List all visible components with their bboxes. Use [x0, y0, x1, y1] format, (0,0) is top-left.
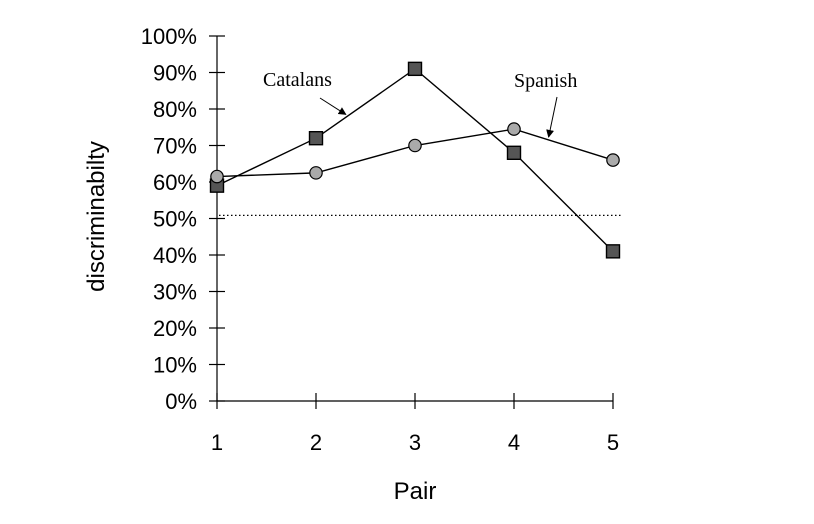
annotation-arrow-catalans — [319, 97, 347, 115]
data-point-spanish — [408, 138, 422, 153]
data-point-catalans — [407, 61, 423, 77]
annotation-catalans: Catalans — [263, 69, 332, 91]
y-tick-label: 80% — [153, 97, 197, 122]
y-tick-label: 100% — [141, 24, 197, 49]
y-tick-label: 40% — [153, 243, 197, 268]
y-tick-label: 60% — [153, 170, 197, 195]
annotation-arrow-spanish — [546, 96, 558, 138]
x-tick-label: 4 — [508, 430, 520, 455]
y-tick-label: 50% — [153, 207, 197, 232]
x-axis-title: Pair — [394, 478, 437, 505]
data-point-spanish — [210, 169, 224, 184]
series-line-spanish — [216, 128, 614, 178]
data-point-catalans — [308, 130, 324, 146]
y-tick-label: 20% — [153, 316, 197, 341]
annotation-spanish: Spanish — [514, 70, 577, 92]
y-tick-label: 0% — [165, 389, 197, 414]
y-tick-label: 90% — [153, 61, 197, 86]
y-tick-label: 10% — [153, 353, 197, 378]
x-tick-label: 2 — [310, 430, 322, 455]
series-markers-layer — [209, 61, 621, 259]
data-point-catalans — [605, 244, 621, 259]
data-point-spanish — [507, 122, 521, 136]
axes-layer: 0% 10% 20% 30% 40% 50% 60% 70% 80% 90% 100% 1 2 3 4 5 — [141, 24, 619, 455]
x-tick-label: 3 — [409, 430, 421, 455]
data-point-catalans — [506, 145, 522, 161]
y-tick-label: 70% — [153, 134, 197, 159]
x-tick-label: 5 — [607, 430, 619, 455]
y-axis-title: discriminabilty — [83, 141, 110, 292]
x-tick-label: 1 — [211, 430, 223, 455]
y-tick-label: 30% — [153, 280, 197, 305]
data-point-spanish — [309, 166, 323, 180]
labels-layer: Pair discriminabilty Catalans Spanish — [83, 69, 577, 505]
series-lines-layer — [216, 67, 614, 252]
data-point-spanish — [606, 153, 620, 167]
series-line-catalans — [216, 67, 614, 252]
